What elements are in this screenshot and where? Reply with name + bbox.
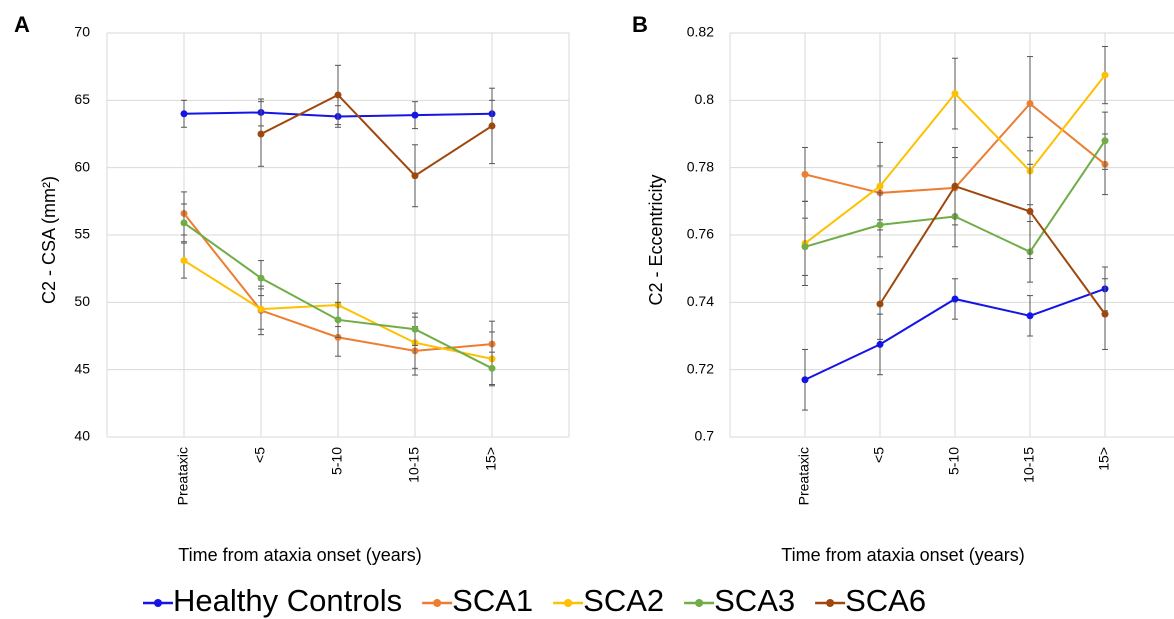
data-point xyxy=(801,243,809,251)
legend-item: SCA1 xyxy=(422,583,533,618)
y-tick-label: 65 xyxy=(74,91,90,107)
x-tick-label: Preataxic xyxy=(175,447,191,505)
y-tick-label: 70 xyxy=(74,24,90,40)
legend-label: SCA1 xyxy=(452,583,533,618)
legend-label: SCA2 xyxy=(583,583,664,618)
y-axis-label: C2 - CSA (mm²) xyxy=(39,176,59,304)
data-point xyxy=(180,219,188,227)
legend-marker xyxy=(433,599,442,607)
legend-label: SCA6 xyxy=(845,583,926,618)
legend-marker xyxy=(154,599,162,607)
x-tick-label: 10-15 xyxy=(406,447,422,483)
panel-label: B xyxy=(632,12,648,37)
y-tick-label: 50 xyxy=(74,293,90,309)
data-point xyxy=(334,316,342,324)
series-line xyxy=(260,93,493,178)
legend-item: SCA3 xyxy=(684,583,795,618)
legend-item: SCA2 xyxy=(553,583,664,618)
x-tick-label: 15> xyxy=(1096,447,1112,471)
y-tick-label: 0.82 xyxy=(687,24,714,40)
y-tick-label: 0.78 xyxy=(687,158,714,174)
data-point xyxy=(801,376,809,384)
data-point xyxy=(951,295,959,303)
y-tick-label: 0.74 xyxy=(687,293,714,309)
data-point xyxy=(1026,100,1034,108)
data-point xyxy=(411,172,419,180)
data-point xyxy=(411,325,419,333)
legend-item: SCA6 xyxy=(815,583,926,618)
x-tick-label: 15> xyxy=(483,447,499,471)
x-tick-label: Preataxic xyxy=(796,447,812,505)
data-point xyxy=(488,364,496,372)
series-line xyxy=(879,184,1106,315)
data-point xyxy=(1026,312,1034,320)
data-point xyxy=(1101,71,1109,79)
data-point xyxy=(876,300,884,308)
x-axis-label: Time from ataxia onset (years) xyxy=(178,545,421,565)
data-point xyxy=(876,221,884,229)
x-tick-label: <5 xyxy=(252,447,268,463)
data-point xyxy=(1026,207,1034,215)
y-tick-label: 40 xyxy=(74,428,90,444)
data-point xyxy=(876,182,884,190)
legend-item: Healthy Controls xyxy=(143,583,402,618)
y-tick-label: 0.72 xyxy=(687,360,714,376)
data-point xyxy=(1101,137,1109,145)
x-tick-label: <5 xyxy=(871,447,887,463)
data-point xyxy=(180,110,188,118)
y-axis-label: C2 - Eccentricity xyxy=(646,174,666,305)
data-point xyxy=(257,274,265,282)
data-point xyxy=(1101,310,1109,318)
legend-marker xyxy=(695,599,704,607)
legend-label: Healthy Controls xyxy=(173,583,402,618)
data-point xyxy=(257,130,265,138)
data-point xyxy=(801,170,809,178)
data-point xyxy=(951,90,959,98)
x-tick-label: 5-10 xyxy=(946,447,962,475)
y-tick-label: 45 xyxy=(74,360,90,376)
data-point xyxy=(334,91,342,99)
y-tick-label: 55 xyxy=(74,226,90,242)
data-point xyxy=(257,305,265,313)
legend-label: SCA3 xyxy=(714,583,795,618)
y-tick-label: 0.7 xyxy=(695,428,715,444)
legend-marker xyxy=(564,599,573,607)
data-point xyxy=(876,340,884,348)
x-tick-label: 5-10 xyxy=(329,447,345,475)
data-point xyxy=(411,111,419,119)
legend-marker xyxy=(826,599,835,607)
x-tick-label: 10-15 xyxy=(1021,447,1037,483)
panel-label: A xyxy=(14,12,30,37)
data-point xyxy=(488,122,496,130)
data-point xyxy=(951,182,959,190)
y-tick-label: 60 xyxy=(74,158,90,174)
y-tick-label: 0.8 xyxy=(695,91,715,107)
x-axis-label: Time from ataxia onset (years) xyxy=(781,545,1024,565)
data-point xyxy=(180,257,188,265)
y-tick-label: 0.76 xyxy=(687,226,714,242)
